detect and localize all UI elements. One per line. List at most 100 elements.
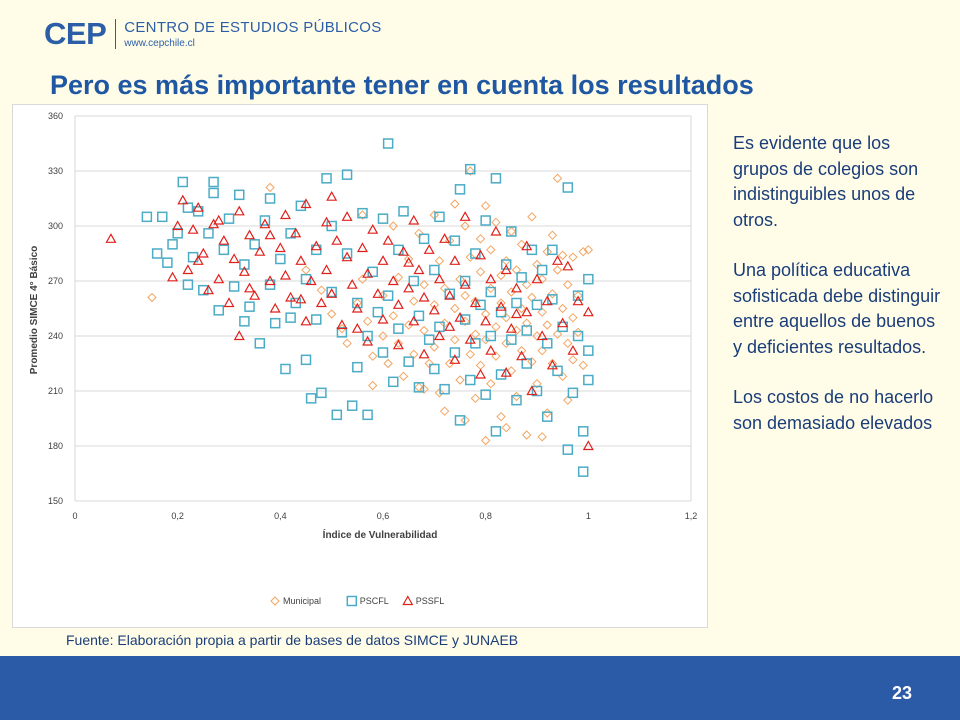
pscfl-point [398,206,409,217]
municipal-point [547,289,558,299]
pscfl-point [218,244,230,256]
municipal-point [301,265,311,275]
pssfl-point [362,335,374,346]
pssfl-point [202,284,214,295]
pssfl-point [279,209,291,220]
municipal-point [496,270,506,281]
pscfl-point [203,228,214,239]
pssfl-point [433,330,445,341]
pscfl-point [352,297,363,309]
pssfl-point [562,260,574,271]
pscfl-point [439,383,450,395]
pssfl-point [377,313,389,324]
pssfl-point [541,295,553,306]
pssfl-point [418,291,430,302]
pscfl-point [459,275,471,287]
pscfl-point [341,169,353,180]
pssfl-point [367,223,379,234]
pscfl-point [475,299,486,311]
municipal-point [393,272,404,283]
pscfl-point [208,187,219,199]
pscfl-point [516,272,527,283]
municipal-point [563,395,573,405]
pscfl-point [465,374,476,386]
pssfl-point [418,348,430,359]
pscfl-point [305,393,317,404]
pscfl-point [388,376,399,388]
pscfl-point [234,189,245,201]
pscfl-point [177,176,189,188]
municipal-point [445,358,455,369]
cep-logo: CEP CENTRO DE ESTUDIOS PÚBLICOS www.cepc… [44,14,382,54]
municipal-point [552,265,563,275]
pscfl-point [393,244,404,256]
pssfl-point [105,233,117,243]
pssfl-point [485,344,497,355]
pscfl-point [470,248,481,259]
municipal-point [568,312,578,323]
pssfl-point [475,368,487,379]
pscfl-point [316,387,327,399]
municipal-point [486,378,496,389]
pssfl-point [403,282,415,293]
series-pscfl [141,138,594,477]
pssfl-point [475,249,487,260]
pscfl-point [162,257,173,268]
pscfl-point [239,259,250,270]
pssfl-point [444,321,456,331]
pssfl-point [495,300,507,311]
paragraph-2: Una política educativa sofisticada debe … [733,260,941,357]
pscfl-point [362,330,373,342]
municipal-point [480,334,491,345]
paragraph-3: Los costos de no hacerlo son demasiado e… [733,387,934,433]
pssfl-point [177,194,189,205]
pssfl-point [305,275,317,286]
y-tick-label: 240 [48,331,63,341]
pssfl-point [341,211,353,221]
municipal-point [511,391,522,402]
pscfl-point [542,338,553,349]
municipal-point [434,256,445,266]
municipal-point [393,338,404,349]
pscfl-point [521,358,532,369]
pscfl-point [413,310,425,322]
source-note: Fuente: Elaboración propia a partir de b… [66,632,519,648]
pssfl-point [521,306,533,317]
pscfl-point [377,213,389,224]
municipal-point [527,212,537,222]
pssfl-point [526,385,538,396]
pssfl-point [423,244,435,254]
pscfl-point [382,290,394,301]
pscfl-point [408,275,420,287]
pssfl-point [223,297,235,308]
municipal-point [465,252,475,262]
legend-marker-pssfl [402,595,414,606]
municipal-point [547,230,558,240]
pssfl-point [233,330,245,341]
y-tick-label: 360 [48,111,63,121]
org-url: www.cepchile.cl [124,38,195,49]
pssfl-point [500,264,512,275]
pssfl-point [197,247,209,258]
municipal-point [429,342,440,352]
pscfl-point [434,321,445,333]
y-tick-label: 180 [48,441,63,451]
municipal-point [434,388,445,398]
pssfl-point [300,198,312,209]
pssfl-point [233,205,245,216]
municipal-point [480,201,491,211]
municipal-point [486,245,496,255]
pssfl-point [521,240,533,251]
legend-label: PSSFL [416,596,445,606]
pscfl-point [172,228,183,239]
municipal-point [583,245,594,255]
municipal-point [578,360,588,371]
municipal-point [357,274,368,284]
pssfl-point [485,273,497,284]
pscfl-point [449,235,461,246]
pssfl-point [387,275,399,286]
pssfl-point [259,218,271,229]
chart-legend: Municipal PSCFL PSSFL [270,595,445,607]
pscfl-point [480,389,491,400]
pscfl-point [459,314,471,325]
